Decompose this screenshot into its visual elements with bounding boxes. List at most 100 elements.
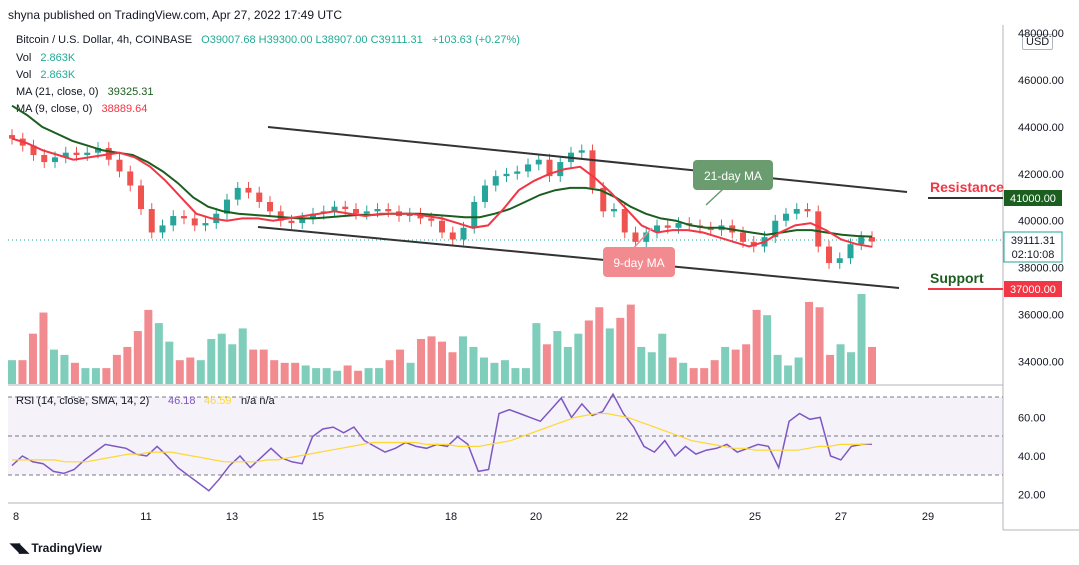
candle-body	[546, 159, 553, 177]
volume-bar	[60, 354, 69, 384]
volume-bar	[49, 349, 58, 384]
price-tick: 36000.00	[1018, 310, 1064, 322]
price-tick: 48000.00	[1018, 28, 1064, 40]
volume-bar	[731, 349, 740, 384]
volume-bar	[312, 368, 321, 384]
volume-bar	[18, 360, 27, 384]
volume-bar	[228, 344, 237, 384]
time-tick: 8	[13, 511, 19, 523]
volume-bar	[784, 365, 793, 384]
volume-bar	[752, 309, 761, 384]
volume-bar	[532, 323, 541, 384]
ma9-line	[11, 137, 873, 248]
rsi-axis: 60.00 40.00 20.00	[1018, 412, 1046, 501]
volume-bar	[815, 307, 824, 384]
candle-body	[127, 171, 134, 186]
volume-bar	[500, 360, 509, 384]
rsi-sma-value: 46.59	[204, 395, 232, 407]
volume-bar	[186, 357, 195, 384]
candle-body	[148, 209, 155, 233]
ma9-annotation-box	[603, 247, 675, 277]
candle-body	[578, 150, 585, 153]
candle-body	[170, 216, 177, 226]
time-tick: 25	[749, 511, 761, 523]
candle-body	[353, 209, 359, 214]
candle-body	[331, 206, 338, 212]
rsi-tick: 20.00	[1018, 490, 1046, 502]
candle-body	[783, 213, 789, 221]
price-change: +103.63 (+0.27%)	[431, 34, 520, 46]
volume-bar	[794, 357, 803, 384]
candle-body	[449, 232, 456, 240]
ma9-label: MA (9, close, 0)	[16, 103, 93, 115]
ma21-annotation: 21-day MA	[704, 169, 762, 183]
resistance-tag	[1004, 190, 1062, 206]
currency-button[interactable]: USD	[1022, 34, 1054, 50]
volume-bar	[574, 333, 583, 384]
candle-body	[675, 223, 682, 228]
time-tick: 27	[835, 511, 847, 523]
volume-bar	[207, 339, 216, 384]
candle-body	[503, 173, 510, 177]
volume-bar	[763, 315, 772, 384]
volume-bar	[102, 368, 111, 384]
volume-bar	[322, 368, 331, 384]
volume-bar	[123, 346, 132, 384]
volume-bar	[427, 336, 436, 384]
candle-body	[256, 192, 263, 202]
price-tick: 46000.00	[1018, 75, 1064, 87]
price-tick: 40000.00	[1018, 216, 1064, 228]
candle-body	[826, 246, 832, 263]
candle-body	[116, 159, 123, 172]
volume-bar	[81, 368, 90, 384]
candle-body	[804, 209, 811, 212]
ma9-value: 38889.64	[101, 103, 148, 115]
volume-bar	[333, 370, 342, 384]
volume-bar	[647, 352, 656, 384]
candle-body	[385, 209, 392, 212]
candle-body	[9, 135, 15, 139]
volume-bar	[291, 362, 300, 384]
candle-body	[52, 157, 58, 163]
volume-bar	[249, 349, 258, 384]
volume-bar	[542, 344, 551, 384]
ohlc-values: O39007.68 H39300.00 L38907.00 C39111.31	[201, 34, 423, 46]
volume-bar	[406, 362, 415, 384]
volume-bar	[28, 333, 37, 384]
rsi-tick: 60.00	[1018, 412, 1046, 424]
volume-bar	[196, 360, 205, 384]
volume-bar	[438, 341, 446, 384]
ma21-annotation-box	[693, 160, 773, 190]
candle-body	[815, 211, 822, 247]
ma21-line	[11, 104, 873, 238]
rsi-value: 46.18	[168, 395, 196, 407]
volume-bar	[280, 362, 289, 384]
price-tick: 42000.00	[1018, 169, 1064, 181]
volume-bar	[637, 346, 646, 384]
candle-body	[847, 244, 854, 259]
candle-body	[514, 171, 521, 174]
upper-channel-line	[267, 126, 908, 193]
vol-legend-1: Vol 2.863K	[16, 52, 75, 64]
ma21-label: MA (21, close, 0)	[16, 86, 99, 98]
candle-body	[439, 220, 445, 233]
volume-bar	[175, 360, 184, 384]
candlesticks	[9, 129, 875, 269]
vol-legend-2: Vol 2.863K	[16, 69, 75, 81]
candle-body	[62, 152, 69, 158]
candle-body	[310, 213, 316, 219]
candle-body	[600, 187, 607, 212]
vol-value: 2.863K	[40, 52, 76, 64]
volume-bar	[826, 354, 835, 384]
candle-body	[95, 147, 101, 153]
time-tick: 15	[312, 511, 324, 523]
countdown-text: 02:10:08	[1012, 249, 1055, 261]
candle-body	[374, 209, 381, 212]
candle-body	[191, 218, 198, 226]
candle-body	[41, 155, 48, 163]
volume-bar	[343, 365, 352, 384]
candle-body	[363, 211, 370, 214]
publish-info: shyna published on TradingView.com, Apr …	[8, 8, 342, 22]
volume-bar	[595, 307, 604, 384]
candle-body	[471, 201, 478, 228]
